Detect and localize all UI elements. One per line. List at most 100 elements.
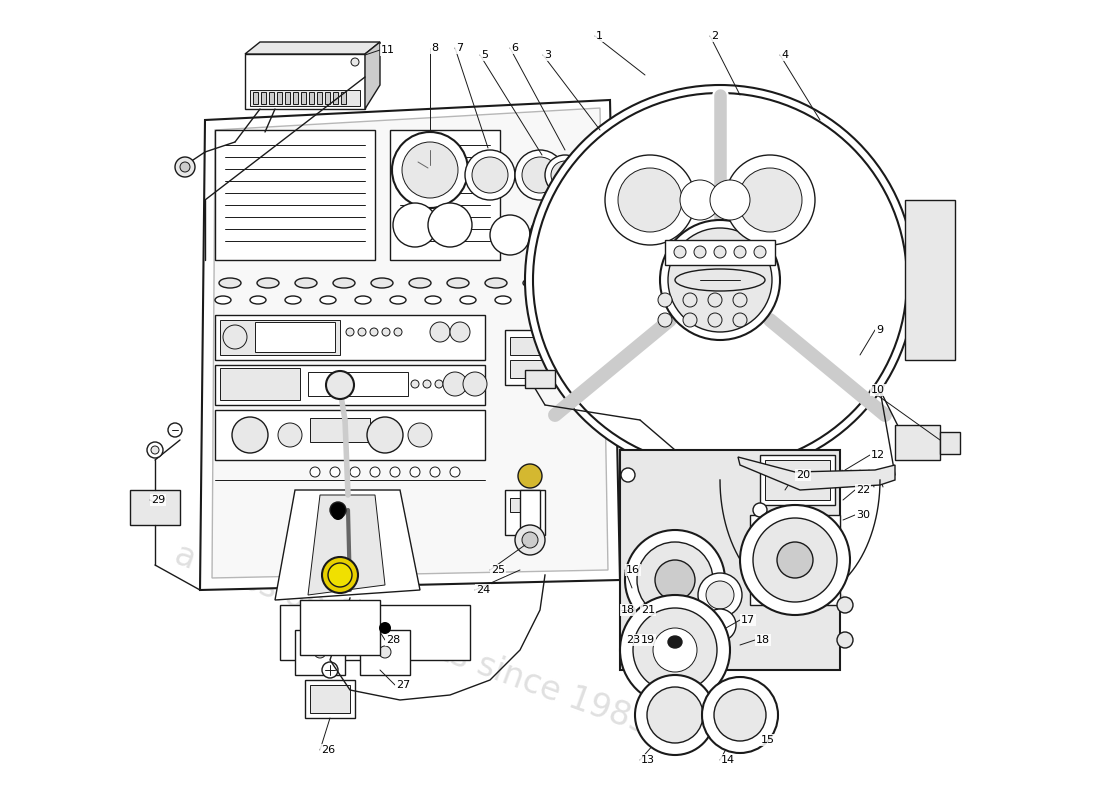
Bar xyxy=(305,680,355,718)
Circle shape xyxy=(447,380,455,388)
Circle shape xyxy=(332,508,344,520)
Ellipse shape xyxy=(485,278,507,288)
Bar xyxy=(520,490,540,540)
Polygon shape xyxy=(200,100,620,590)
Ellipse shape xyxy=(219,278,241,288)
Ellipse shape xyxy=(390,296,406,304)
Text: a passion for parts since 1985: a passion for parts since 1985 xyxy=(170,538,654,742)
Ellipse shape xyxy=(530,296,546,304)
Bar xyxy=(277,92,282,104)
Circle shape xyxy=(654,560,695,600)
Text: 7: 7 xyxy=(456,43,463,53)
Circle shape xyxy=(708,313,722,327)
Bar xyxy=(293,92,298,104)
Ellipse shape xyxy=(409,278,431,288)
Circle shape xyxy=(465,150,515,200)
Circle shape xyxy=(525,85,915,475)
Circle shape xyxy=(522,157,558,193)
Ellipse shape xyxy=(333,278,355,288)
Bar xyxy=(214,365,485,405)
Circle shape xyxy=(632,608,717,692)
Text: 15: 15 xyxy=(761,735,776,745)
Text: 30: 30 xyxy=(856,510,870,520)
Circle shape xyxy=(605,155,695,245)
Circle shape xyxy=(151,446,160,454)
Circle shape xyxy=(379,622,390,634)
Ellipse shape xyxy=(285,296,301,304)
Circle shape xyxy=(411,380,419,388)
Circle shape xyxy=(402,142,458,198)
Circle shape xyxy=(223,325,248,349)
Circle shape xyxy=(518,464,542,488)
Ellipse shape xyxy=(320,296,336,304)
Circle shape xyxy=(324,622,345,642)
Circle shape xyxy=(278,423,303,447)
Text: 28: 28 xyxy=(386,635,400,645)
Polygon shape xyxy=(245,42,380,54)
Circle shape xyxy=(572,217,608,253)
Circle shape xyxy=(232,417,268,453)
Circle shape xyxy=(837,597,852,613)
Circle shape xyxy=(777,542,813,578)
Text: 2: 2 xyxy=(711,31,718,41)
Polygon shape xyxy=(365,42,380,109)
Circle shape xyxy=(410,467,420,477)
Circle shape xyxy=(463,372,487,396)
Circle shape xyxy=(472,157,508,193)
Circle shape xyxy=(683,313,697,327)
Circle shape xyxy=(733,293,747,307)
Text: 11: 11 xyxy=(381,45,395,55)
Text: 23: 23 xyxy=(626,635,640,645)
Bar xyxy=(510,498,538,512)
Ellipse shape xyxy=(250,296,266,304)
Circle shape xyxy=(330,502,346,518)
Circle shape xyxy=(322,557,358,593)
Text: 20: 20 xyxy=(796,470,810,480)
Circle shape xyxy=(346,328,354,336)
Bar xyxy=(505,330,585,385)
Bar xyxy=(300,600,379,655)
Bar xyxy=(250,90,360,106)
Bar xyxy=(333,92,338,104)
Circle shape xyxy=(350,467,360,477)
Circle shape xyxy=(625,530,725,630)
Polygon shape xyxy=(275,490,420,600)
Bar xyxy=(760,455,835,505)
Text: 16: 16 xyxy=(626,565,640,575)
Polygon shape xyxy=(212,108,608,578)
Circle shape xyxy=(390,467,400,477)
Ellipse shape xyxy=(355,296,371,304)
Circle shape xyxy=(393,203,437,247)
Text: 18: 18 xyxy=(621,605,635,615)
Bar xyxy=(253,92,258,104)
Circle shape xyxy=(551,161,579,189)
Circle shape xyxy=(168,423,182,437)
Bar xyxy=(130,490,180,525)
Circle shape xyxy=(443,372,468,396)
Circle shape xyxy=(683,293,697,307)
Bar xyxy=(341,92,346,104)
Circle shape xyxy=(175,157,195,177)
Bar xyxy=(255,322,336,352)
Circle shape xyxy=(837,632,852,648)
Circle shape xyxy=(328,563,352,587)
Ellipse shape xyxy=(675,269,764,291)
Bar xyxy=(764,460,830,500)
Bar xyxy=(309,92,313,104)
Ellipse shape xyxy=(460,296,476,304)
Text: 6: 6 xyxy=(512,43,518,53)
Bar xyxy=(750,515,840,605)
Bar xyxy=(245,54,365,109)
Bar xyxy=(214,315,485,360)
Bar xyxy=(305,605,375,650)
Ellipse shape xyxy=(447,278,469,288)
Bar xyxy=(308,372,408,396)
Bar xyxy=(895,425,940,460)
Text: 17: 17 xyxy=(741,615,755,625)
Bar xyxy=(310,418,370,442)
Text: 22: 22 xyxy=(856,485,870,495)
Circle shape xyxy=(430,467,440,477)
Circle shape xyxy=(618,168,682,232)
Circle shape xyxy=(754,503,767,517)
Circle shape xyxy=(708,293,722,307)
